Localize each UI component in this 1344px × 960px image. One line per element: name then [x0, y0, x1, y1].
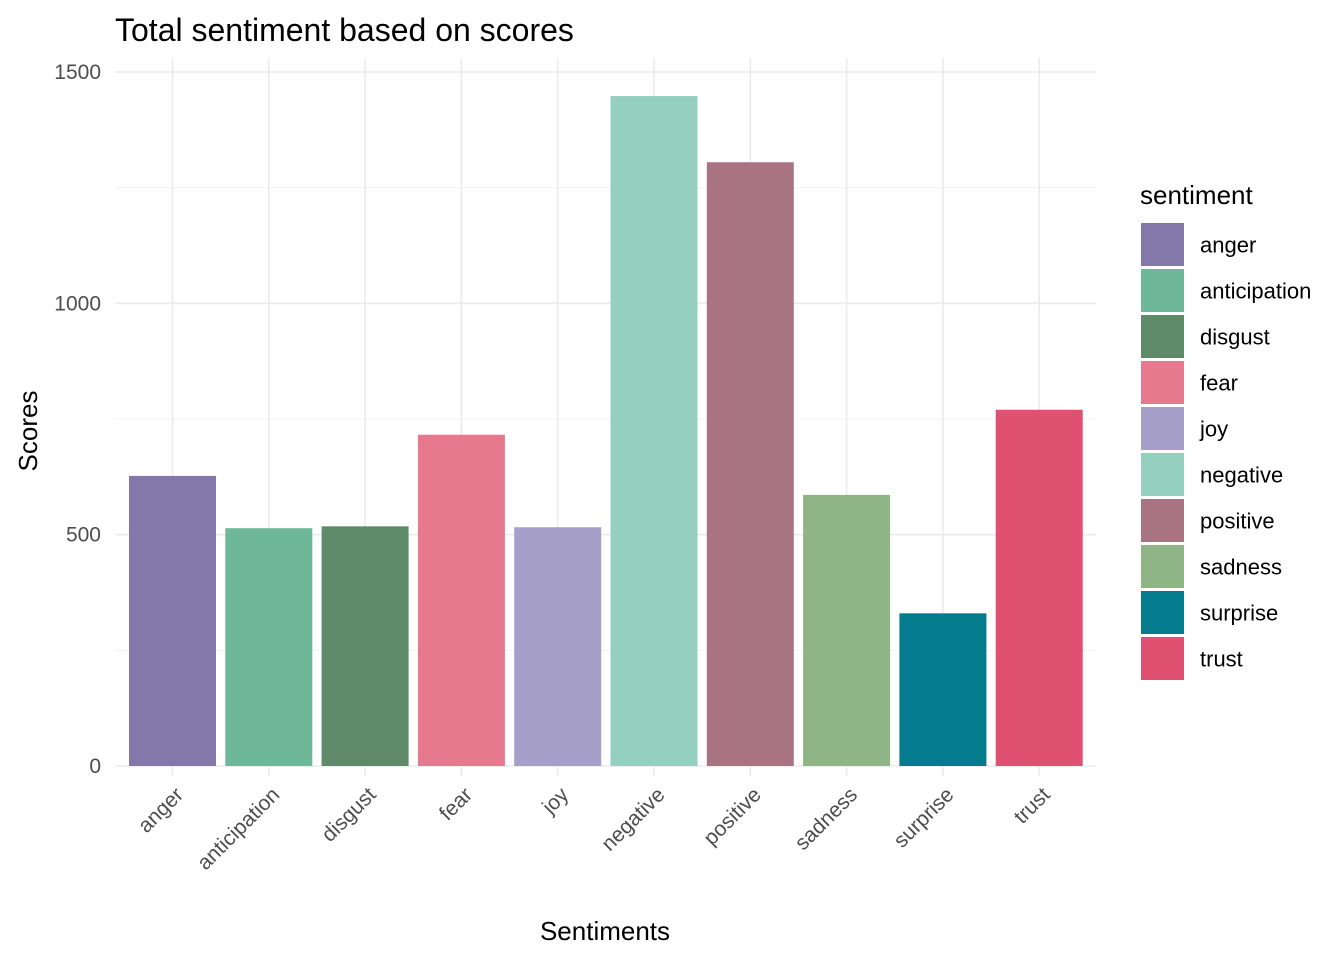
- chart-title: Total sentiment based on scores: [115, 12, 574, 48]
- bar-anticipation: [225, 528, 313, 766]
- bar-sadness: [803, 494, 891, 766]
- x-tick-label: anger: [134, 783, 188, 837]
- bar-surprise: [899, 613, 987, 766]
- x-tick-label: trust: [1010, 783, 1055, 828]
- bar-anger: [129, 475, 216, 766]
- legend-label: positive: [1200, 509, 1275, 534]
- legend-key-trust: [1141, 637, 1184, 680]
- legend-key-fear: [1141, 361, 1184, 404]
- y-axis-title: Scores: [13, 391, 43, 472]
- legend-key-anger: [1141, 223, 1184, 266]
- legend-label: sadness: [1200, 555, 1282, 580]
- x-tick-label: surprise: [889, 783, 958, 852]
- x-axis-title: Sentiments: [540, 916, 670, 946]
- legend-label: surprise: [1200, 601, 1278, 626]
- legend-key-surprise: [1141, 591, 1184, 634]
- bar-positive: [706, 162, 794, 767]
- bars: [129, 96, 1083, 767]
- x-tick-label: positive: [699, 783, 766, 850]
- bar-disgust: [321, 526, 409, 766]
- x-tick-label: fear: [435, 783, 477, 825]
- bar-negative: [610, 96, 698, 767]
- legend-label: joy: [1199, 417, 1228, 442]
- legend-key-joy: [1141, 407, 1184, 450]
- x-tick-label: anticipation: [193, 783, 284, 874]
- legend-label: anger: [1200, 233, 1256, 258]
- x-tick-label: sadness: [791, 783, 863, 855]
- legend-label: trust: [1200, 647, 1243, 672]
- legend: sentiment anger anticipation disgust fear jo…: [1140, 180, 1311, 680]
- x-tick-label: disgust: [317, 783, 380, 846]
- bar-trust: [995, 409, 1083, 766]
- legend-title: sentiment: [1140, 180, 1253, 210]
- legend-label: disgust: [1200, 325, 1270, 350]
- x-tick-label: joy: [537, 783, 573, 819]
- legend-key-sadness: [1141, 545, 1184, 588]
- bar-fear: [417, 434, 505, 766]
- bar-joy: [514, 527, 602, 766]
- y-axis-ticks: 0 500 1000 1500: [54, 61, 101, 778]
- legend-label: anticipation: [1200, 279, 1311, 304]
- y-tick-label: 1000: [54, 292, 101, 315]
- legend-key-positive: [1141, 499, 1184, 542]
- x-tick-label: negative: [597, 783, 669, 855]
- y-tick-label: 500: [66, 524, 101, 547]
- legend-label: negative: [1200, 463, 1283, 488]
- legend-key-disgust: [1141, 315, 1184, 358]
- legend-label: fear: [1200, 371, 1238, 396]
- legend-key-negative: [1141, 453, 1184, 496]
- x-axis-ticks: anger anticipation disgust fear joy negative p…: [134, 783, 1055, 875]
- y-tick-label: 1500: [54, 61, 101, 84]
- legend-key-anticipation: [1141, 269, 1184, 312]
- y-tick-label: 0: [89, 755, 101, 778]
